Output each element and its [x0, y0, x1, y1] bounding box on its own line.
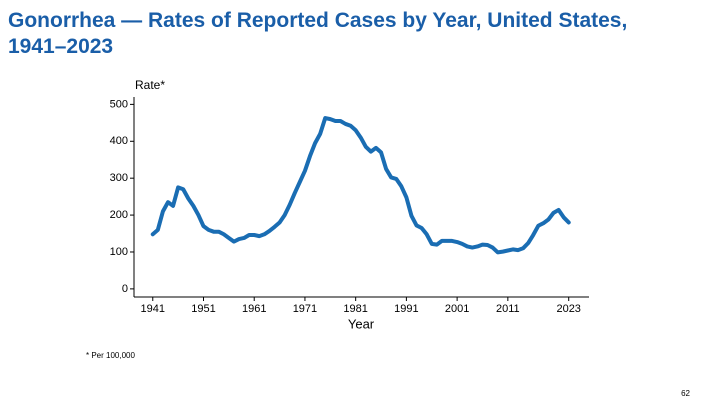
- x-tick-label: 1991: [394, 303, 418, 315]
- y-axis-label: Rate*: [135, 78, 165, 92]
- title-line: 1941–2023: [8, 35, 113, 58]
- title-line: Gonorrhea — Rates of Reported Cases by Y…: [8, 9, 627, 32]
- y-tick-label: 200: [110, 209, 128, 221]
- x-axis-label: Year: [348, 316, 375, 331]
- footnote: * Per 100,000: [86, 351, 135, 360]
- x-tick-label: 2023: [556, 303, 580, 315]
- x-tick-label: 2001: [445, 303, 469, 315]
- y-tick-label: 0: [122, 283, 128, 295]
- y-tick-label: 300: [110, 172, 128, 184]
- line-series: [150, 116, 571, 255]
- x-tick-label: 1971: [293, 303, 317, 315]
- x-tick-label: 2011: [496, 303, 520, 315]
- y-tick-label: 500: [110, 98, 128, 110]
- x-tick-label: 1981: [343, 303, 367, 315]
- y-tick-label: 100: [110, 246, 128, 258]
- x-tick-label: 1961: [242, 303, 266, 315]
- x-tick-label: 1941: [141, 303, 165, 315]
- x-tick-label: 1951: [191, 303, 215, 315]
- y-tick-label: 400: [110, 135, 128, 147]
- page-number: 62: [681, 389, 690, 398]
